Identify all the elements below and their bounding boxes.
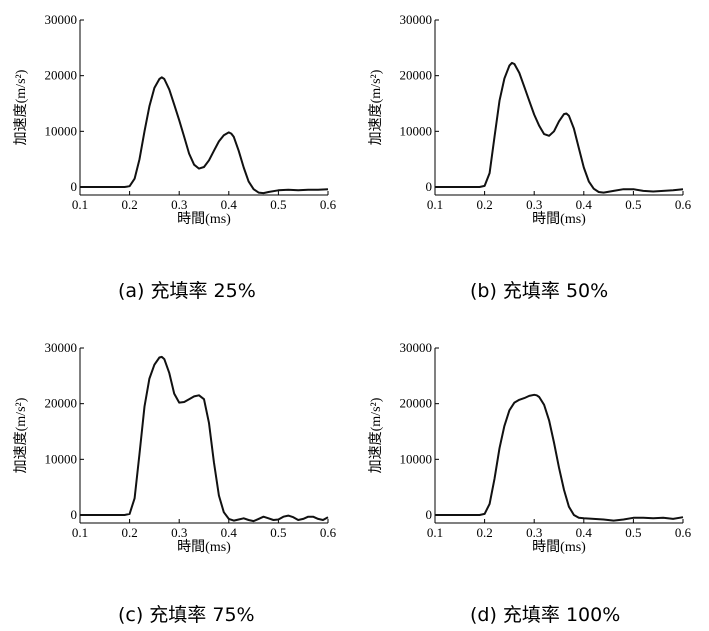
x-tick-label: 0.2 xyxy=(121,197,137,212)
x-axis-label: 時間(ms) xyxy=(532,539,586,555)
x-tick-label: 0.4 xyxy=(221,197,238,212)
x-tick-label: 0.3 xyxy=(526,525,542,540)
y-axis-label: 加速度(m/s²) xyxy=(368,397,384,473)
y-tick-label: 20000 xyxy=(45,68,78,83)
x-tick-label: 0.4 xyxy=(221,525,238,540)
x-tick-label: 0.4 xyxy=(576,525,593,540)
chart-a: 0 10000 20000 30000 0.1 0.2 0.3 0.4 0.5 0.6 時間(ms)… xyxy=(13,12,337,227)
x-tick-label: 0.6 xyxy=(675,525,692,540)
x-tick-label: 0.2 xyxy=(121,525,137,540)
x-tick-label: 0.2 xyxy=(476,197,492,212)
y-tick-label: 20000 xyxy=(400,396,433,411)
x-tick-label: 0.2 xyxy=(476,525,492,540)
series-line xyxy=(435,393,684,522)
y-tick-label: 0 xyxy=(71,179,78,194)
chart-b: 0 10000 20000 30000 0.1 0.2 0.3 0.4 0.5 0.6 時間(ms)… xyxy=(368,12,692,227)
x-tick-label: 0.5 xyxy=(270,197,286,212)
y-tick-label: 0 xyxy=(426,507,433,522)
x-axis-label: 時間(ms) xyxy=(177,211,231,227)
series-line xyxy=(80,76,329,195)
chart-panel-c: 0 10000 20000 30000 0.1 0.2 0.3 0.4 0.5 0.6 時間(ms)… xyxy=(0,328,340,555)
y-tick-label: 30000 xyxy=(45,340,78,355)
y-tick-label: 10000 xyxy=(400,451,433,466)
x-tick-label: 0.1 xyxy=(72,197,88,212)
x-tick-label: 0.3 xyxy=(171,197,187,212)
caption-a: (a) 充填率 25% xyxy=(118,280,256,302)
y-tick-label: 30000 xyxy=(400,340,433,355)
y-tick-label: 10000 xyxy=(400,123,433,138)
x-tick-label: 0.6 xyxy=(320,197,337,212)
y-tick-label: 0 xyxy=(71,507,78,522)
y-tick-label: 10000 xyxy=(45,123,78,138)
x-tick-label: 0.3 xyxy=(171,525,187,540)
x-tick-label: 0.6 xyxy=(675,197,692,212)
chart-panel-a: 0 10000 20000 30000 0.1 0.2 0.3 0.4 0.5 0.6 時間(ms)… xyxy=(0,0,340,227)
x-tick-label: 0.1 xyxy=(427,197,443,212)
chart-d: 0 10000 20000 30000 0.1 0.2 0.3 0.4 0.5 0.6 時間(ms)… xyxy=(368,340,692,555)
x-tick-label: 0.6 xyxy=(320,525,337,540)
x-tick-label: 0.3 xyxy=(526,197,542,212)
x-tick-label: 0.5 xyxy=(270,525,286,540)
caption-d: (d) 充填率 100% xyxy=(470,604,621,626)
y-tick-label: 20000 xyxy=(400,68,433,83)
y-tick-label: 20000 xyxy=(45,396,78,411)
x-tick-label: 0.5 xyxy=(625,197,641,212)
x-axis-label: 時間(ms) xyxy=(532,211,586,227)
x-tick-label: 0.1 xyxy=(72,525,88,540)
series-line xyxy=(435,61,684,194)
chart-panel-d: 0 10000 20000 30000 0.1 0.2 0.3 0.4 0.5 0.6 時間(ms)… xyxy=(355,328,695,555)
y-tick-label: 30000 xyxy=(400,12,433,27)
y-axis-label: 加速度(m/s²) xyxy=(368,69,384,145)
y-axis-label: 加速度(m/s²) xyxy=(13,397,29,473)
y-tick-label: 0 xyxy=(426,179,433,194)
y-tick-label: 10000 xyxy=(45,451,78,466)
x-tick-label: 0.1 xyxy=(427,525,443,540)
caption-c: (c) 充填率 75% xyxy=(118,604,255,626)
x-tick-label: 0.4 xyxy=(576,197,593,212)
x-axis-label: 時間(ms) xyxy=(177,539,231,555)
y-axis-label: 加速度(m/s²) xyxy=(13,69,29,145)
x-tick-label: 0.5 xyxy=(625,525,641,540)
chart-panel-b: 0 10000 20000 30000 0.1 0.2 0.3 0.4 0.5 0.6 時間(ms)… xyxy=(355,0,695,227)
chart-c: 0 10000 20000 30000 0.1 0.2 0.3 0.4 0.5 0.6 時間(ms)… xyxy=(13,340,337,555)
series-line xyxy=(80,355,329,523)
y-tick-label: 30000 xyxy=(45,12,78,27)
caption-b: (b) 充填率 50% xyxy=(470,280,609,302)
